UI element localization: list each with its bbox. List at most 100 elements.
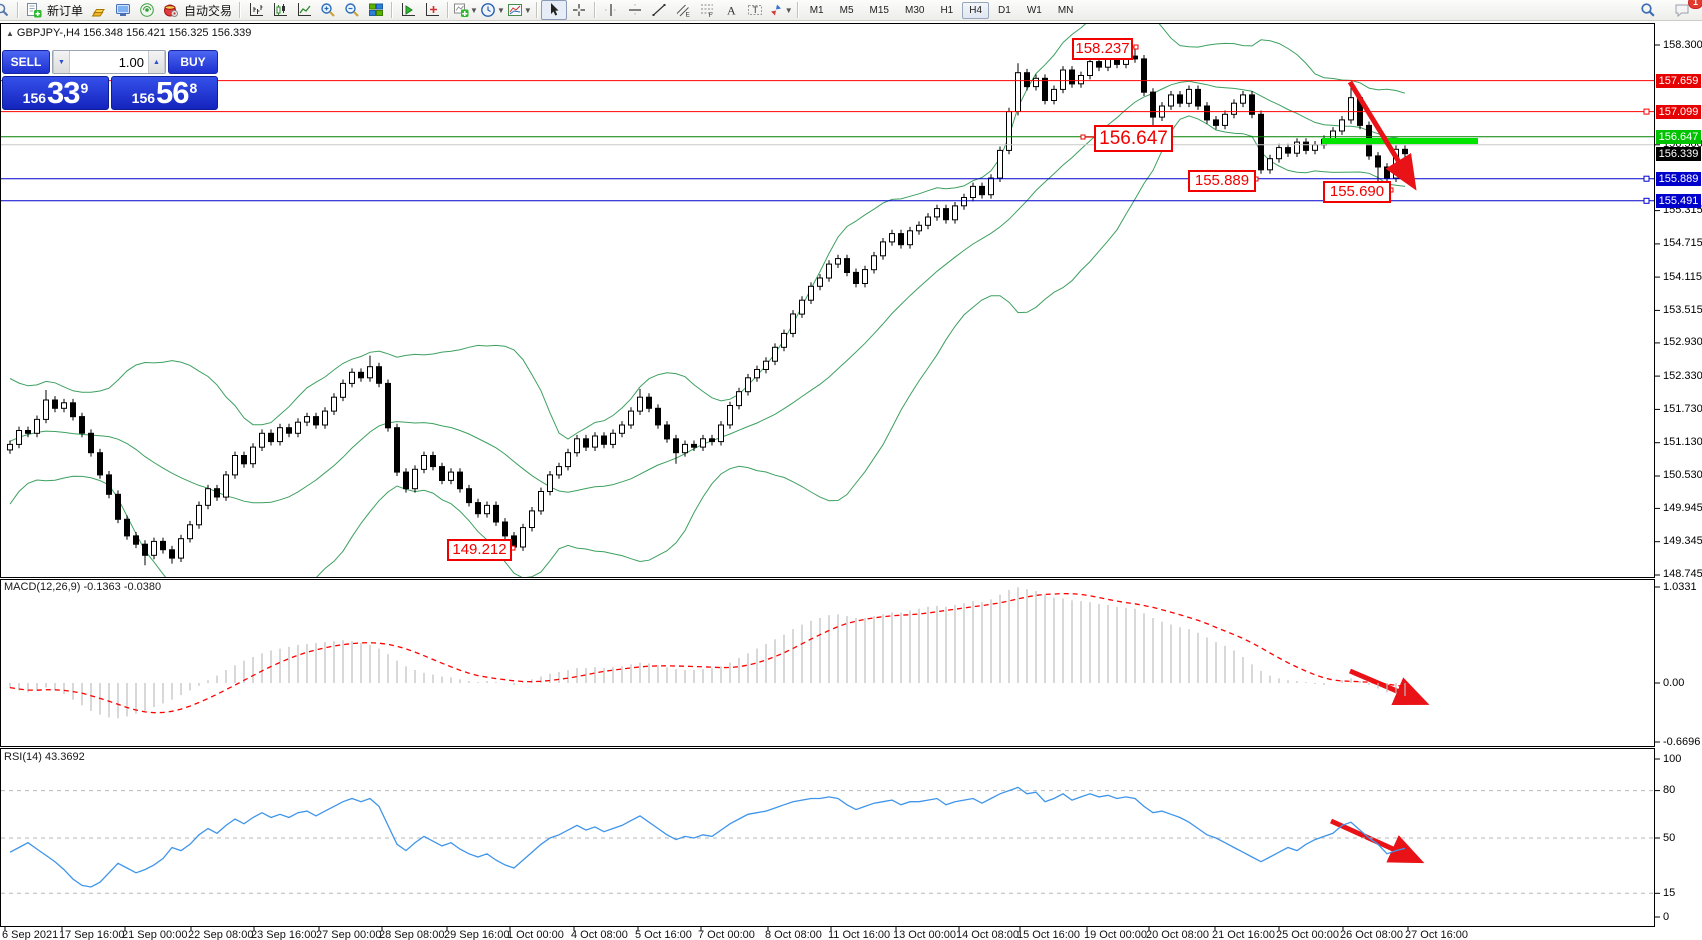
svg-text:F: F <box>708 12 712 18</box>
buy-price-panel[interactable]: 156 56 8 <box>111 76 218 110</box>
price-tick-label: 154.715 <box>1663 237 1702 250</box>
tiles-button[interactable] <box>364 1 388 19</box>
rsi-tick-label: 50 <box>1663 831 1676 844</box>
symbol-info-bar[interactable]: ▲ GBPJPY-,H4 156.348 156.421 156.325 156.… <box>6 27 251 39</box>
barchart-icon <box>250 3 264 16</box>
linechart-button[interactable] <box>292 1 316 19</box>
timeframe-button-w1[interactable]: W1 <box>1026 4 1042 16</box>
time-tick-label: 1 Oct 00:00 <box>507 929 564 940</box>
dropdown-arrow-icon[interactable]: ▼ <box>784 5 793 15</box>
price-annotation[interactable]: 158.237 <box>1072 38 1133 60</box>
price-tick-label: 151.130 <box>1663 436 1702 449</box>
price-tick-label: 154.115 <box>1663 270 1702 283</box>
monitor-button[interactable] <box>111 1 135 19</box>
volume-input[interactable]: 1.00 <box>118 54 144 70</box>
time-tick-label: 19 Oct 00:00 <box>1084 929 1147 940</box>
time-tick-label: 14 Oct 08:00 <box>956 929 1019 940</box>
autotrade-button[interactable] <box>159 1 183 19</box>
candles-icon <box>274 3 288 16</box>
toolbar-label: 新订单 <box>47 3 84 18</box>
channel-button[interactable]: E <box>671 1 695 19</box>
toolbar-separator <box>593 2 596 18</box>
search-button[interactable] <box>1636 1 1660 19</box>
chat-button[interactable]: 1 <box>1670 0 1702 19</box>
price-badge: 155.491 <box>1656 193 1701 208</box>
sell-price-panel[interactable]: 156 33 9 <box>2 76 109 110</box>
time-tick-label: 17 Sep 16:00 <box>59 929 125 940</box>
timeframe-button-mn[interactable]: MN <box>1057 4 1074 16</box>
magnifier-button[interactable] <box>0 1 14 19</box>
text-a-button[interactable]: A <box>719 1 743 19</box>
volume-increase-button[interactable]: ▲ <box>148 51 165 73</box>
svg-text:A: A <box>727 4 736 18</box>
rsi-tick-label: 80 <box>1663 784 1676 797</box>
timeframe-button-h1[interactable]: H1 <box>940 4 954 16</box>
vline-button[interactable] <box>599 1 623 19</box>
zoomin-icon <box>321 3 335 17</box>
time-tick-label: 4 Oct 08:00 <box>571 929 628 940</box>
hline-button[interactable] <box>623 1 647 19</box>
timeframe-button-m30[interactable]: M30 <box>904 4 925 16</box>
new-order-button[interactable] <box>22 1 46 19</box>
monitor-icon <box>116 4 131 16</box>
expand-arrow-icon[interactable]: ▲ <box>6 29 14 38</box>
trendline-button[interactable] <box>647 1 671 19</box>
search-icon <box>1641 3 1655 17</box>
toolbar-right-group: 1 <box>1636 0 1702 19</box>
time-tick-label: 7 Oct 00:00 <box>698 929 755 940</box>
axis-play-button[interactable] <box>396 1 420 19</box>
trendline-icon <box>652 4 666 16</box>
text-label-button[interactable]: T <box>743 1 767 19</box>
arrows-button[interactable]: ▼ <box>767 1 794 19</box>
dropdown-arrow-icon[interactable]: ▼ <box>523 5 532 15</box>
crosshair-button[interactable] <box>567 1 591 19</box>
macd-indicator-label: MACD(12,26,9) -0.1363 -0.0380 <box>4 581 162 593</box>
timeframe-button-m1[interactable]: M1 <box>809 4 824 16</box>
timeframe-button-m5[interactable]: M5 <box>839 4 854 16</box>
chart-plus-button[interactable]: ▼ <box>452 1 479 19</box>
timeframe-button-m15[interactable]: M15 <box>869 4 889 16</box>
signal-button[interactable] <box>135 1 159 19</box>
price-tick-label: 149.945 <box>1663 501 1702 514</box>
buy-button[interactable]: BUY <box>168 50 218 74</box>
price-tick-label: 153.515 <box>1663 303 1702 316</box>
time-tick-label: 21 Oct 16:00 <box>1212 929 1275 940</box>
fibo-button[interactable]: F <box>695 1 719 19</box>
price-tick-label: 150.530 <box>1663 469 1702 482</box>
zoomin-button[interactable] <box>316 1 340 19</box>
price-annotation[interactable]: 156.647 <box>1094 125 1173 152</box>
timeframe-button-h4[interactable]: H4 <box>962 1 990 19</box>
clock-button[interactable]: ▼ <box>479 1 506 19</box>
rsi-tick-label: 0 <box>1663 910 1670 923</box>
notification-badge: 1 <box>1687 0 1702 9</box>
time-tick-label: 22 Sep 08:00 <box>188 929 254 940</box>
price-tick-label: 151.730 <box>1663 402 1702 415</box>
clock-icon <box>481 3 495 17</box>
sell-button[interactable]: SELL <box>2 50 50 74</box>
linechart-icon <box>298 3 312 16</box>
signal-icon <box>140 3 154 17</box>
time-tick-label: 15 Oct 16:00 <box>1017 929 1080 940</box>
indicators-button[interactable]: ▼ <box>506 1 533 19</box>
barchart-button[interactable] <box>244 1 268 19</box>
magnifier-icon <box>0 3 9 17</box>
candles-button[interactable] <box>268 1 292 19</box>
price-annotation[interactable]: 155.889 <box>1188 170 1256 192</box>
cursor-button[interactable] <box>540 0 567 20</box>
price-annotation[interactable]: 155.690 <box>1323 181 1391 203</box>
sell-price-sup: 9 <box>80 80 89 96</box>
dropdown-arrow-icon[interactable]: ▼ <box>470 5 478 15</box>
dropdown-arrow-icon[interactable]: ▼ <box>496 5 505 15</box>
zoomout-button[interactable] <box>340 1 364 19</box>
svg-text:E: E <box>685 12 690 19</box>
toolbar-separator <box>239 2 242 18</box>
gold-button[interactable] <box>87 1 111 19</box>
price-annotation[interactable]: 149.212 <box>447 539 512 561</box>
volume-decrease-button[interactable]: ▼ <box>53 51 70 73</box>
axis-plus-button[interactable] <box>420 1 444 19</box>
axis-plus-icon <box>426 3 440 16</box>
timeframe-button-d1[interactable]: D1 <box>998 4 1011 16</box>
text-label-icon: T <box>747 5 762 15</box>
